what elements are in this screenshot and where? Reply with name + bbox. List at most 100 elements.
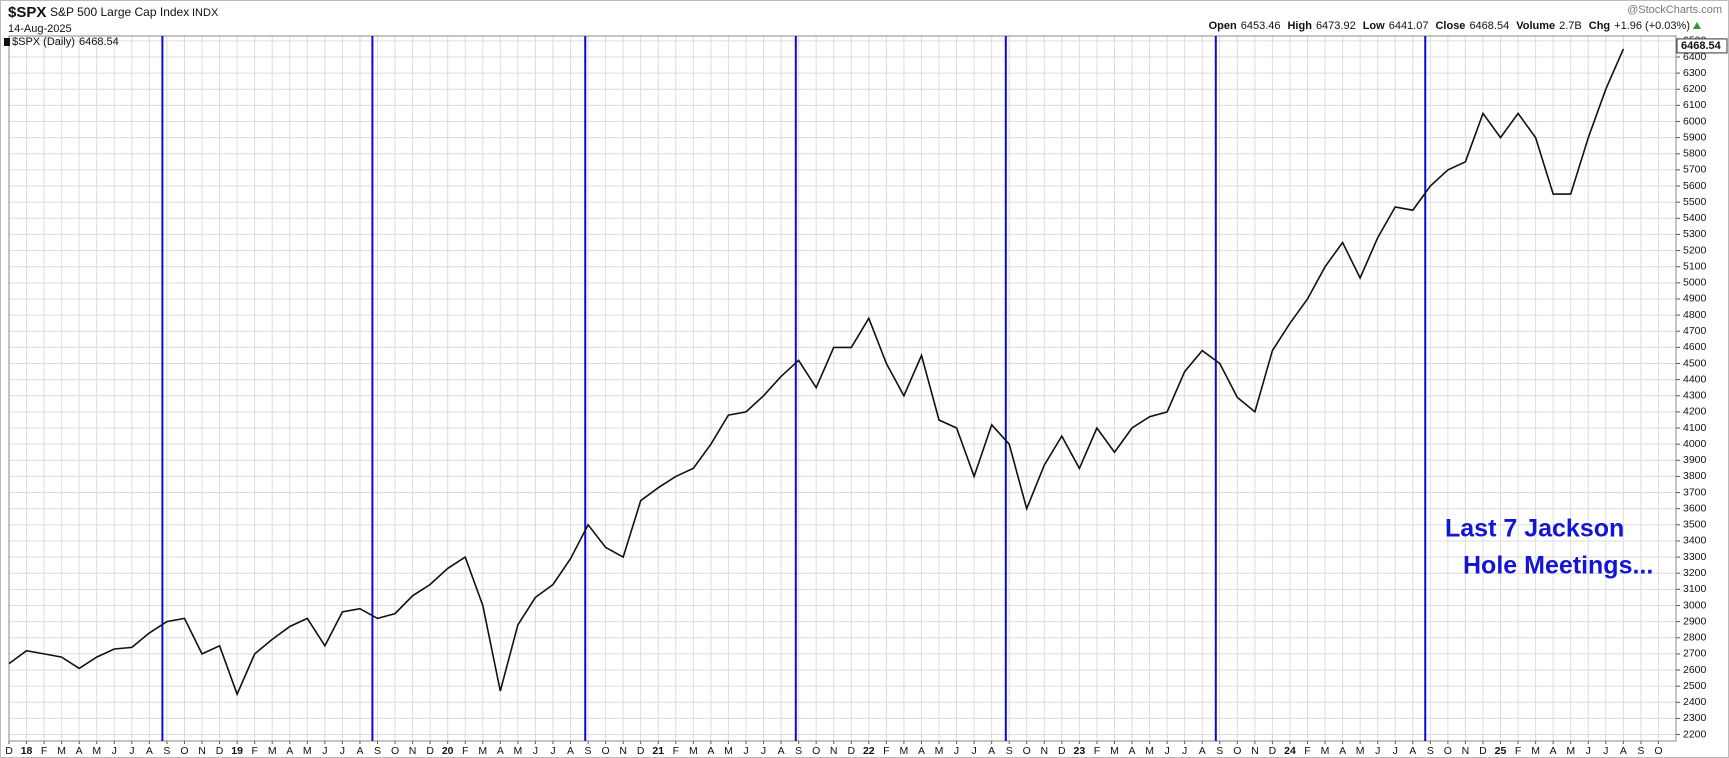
exchange: INDX bbox=[192, 7, 219, 19]
y-tick-label: 5500 bbox=[1683, 196, 1707, 208]
x-tick-label: O bbox=[180, 745, 188, 757]
x-tick-label: A bbox=[1339, 745, 1346, 757]
legend-swatch bbox=[4, 38, 10, 46]
y-tick-label: 4400 bbox=[1683, 373, 1707, 385]
x-tick-label: F bbox=[1304, 745, 1310, 757]
x-tick-label: A bbox=[567, 745, 574, 757]
x-tick-label: M bbox=[92, 745, 101, 757]
quote-value: +1.96 (+0.03%) bbox=[1614, 20, 1690, 32]
quote-label: Open bbox=[1209, 20, 1237, 32]
x-tick-label: F bbox=[883, 745, 889, 757]
y-tick-label: 3600 bbox=[1683, 502, 1707, 514]
quote-value: 6473.92 bbox=[1316, 20, 1356, 32]
x-tick-label: M bbox=[303, 745, 312, 757]
x-tick-label: S bbox=[374, 745, 381, 757]
x-tick-label: M bbox=[478, 745, 487, 757]
x-tick-label: J bbox=[1586, 745, 1591, 757]
x-tick-label: M bbox=[1145, 745, 1154, 757]
y-tick-label: 5300 bbox=[1683, 228, 1707, 240]
x-tick-label: F bbox=[251, 745, 257, 757]
annotation-line: Last 7 Jackson bbox=[1445, 515, 1624, 543]
x-tick-label: 24 bbox=[1284, 745, 1296, 757]
x-tick-label: A bbox=[356, 745, 363, 757]
x-tick-label: J bbox=[1182, 745, 1187, 757]
x-tick-label: 20 bbox=[442, 745, 454, 757]
y-tick-label: 4500 bbox=[1683, 357, 1707, 369]
x-tick-label: N bbox=[1040, 745, 1048, 757]
x-tick-label: M bbox=[1110, 745, 1119, 757]
date: 14-Aug-2025 bbox=[8, 23, 72, 35]
legend: $SPX (Daily) 6468.54 bbox=[12, 36, 119, 48]
x-tick-label: M bbox=[57, 745, 66, 757]
y-tick-label: 6400 bbox=[1683, 51, 1707, 63]
x-tick-label: J bbox=[550, 745, 555, 757]
x-tick-label: O bbox=[391, 745, 399, 757]
quote-value: 2.7B bbox=[1559, 20, 1582, 32]
price-line bbox=[8, 48, 1625, 697]
y-tick-label: 5000 bbox=[1683, 277, 1707, 289]
y-tick-label: 2900 bbox=[1683, 615, 1707, 627]
x-tick-label: J bbox=[322, 745, 327, 757]
x-tick-label: N bbox=[198, 745, 206, 757]
x-tick-label: A bbox=[1409, 745, 1416, 757]
x-tick-label: J bbox=[954, 745, 959, 757]
y-tick-label: 6100 bbox=[1683, 99, 1707, 111]
y-tick-label: 2700 bbox=[1683, 648, 1707, 660]
y-tick-label: 3800 bbox=[1683, 470, 1707, 482]
x-tick-label: D bbox=[847, 745, 855, 757]
y-tick-label: 2300 bbox=[1683, 712, 1707, 724]
x-tick-label: F bbox=[1515, 745, 1521, 757]
x-tick-label: A bbox=[286, 745, 293, 757]
x-tick-label: O bbox=[602, 745, 610, 757]
x-tick-label: 19 bbox=[231, 745, 243, 757]
y-tick-label: 3000 bbox=[1683, 599, 1707, 611]
quote-label: Low bbox=[1363, 20, 1385, 32]
x-tick-label: M bbox=[900, 745, 909, 757]
y-tick-label: 6200 bbox=[1683, 83, 1707, 95]
y-tick-label: 4300 bbox=[1683, 390, 1707, 402]
x-tick-label: D bbox=[216, 745, 224, 757]
x-tick-label: A bbox=[1550, 745, 1557, 757]
x-tick-label: S bbox=[1216, 745, 1223, 757]
y-tick-label: 3200 bbox=[1683, 567, 1707, 579]
x-tick-label: M bbox=[1566, 745, 1575, 757]
x-tick-label: F bbox=[673, 745, 679, 757]
quote-label: Volume bbox=[1516, 20, 1555, 32]
y-tick-label: 4000 bbox=[1683, 438, 1707, 450]
y-tick-label: 2500 bbox=[1683, 680, 1707, 692]
x-tick-label: 22 bbox=[863, 745, 875, 757]
x-tick-label: D bbox=[5, 745, 13, 757]
plot-border bbox=[8, 35, 1677, 742]
y-tick-label: 4600 bbox=[1683, 341, 1707, 353]
x-tick-label: S bbox=[585, 745, 592, 757]
y-tick-label: 3700 bbox=[1683, 486, 1707, 498]
y-tick-label: 3500 bbox=[1683, 519, 1707, 531]
x-tick-label: J bbox=[340, 745, 345, 757]
up-arrow bbox=[1693, 22, 1701, 29]
y-tick-label: 3300 bbox=[1683, 551, 1707, 563]
x-tick-label: J bbox=[112, 745, 117, 757]
x-tick-label: J bbox=[533, 745, 538, 757]
x-tick-label: M bbox=[724, 745, 733, 757]
x-tick-label: J bbox=[1393, 745, 1398, 757]
x-tick-label: N bbox=[619, 745, 627, 757]
y-tick-label: 4900 bbox=[1683, 293, 1707, 305]
x-tick-label: N bbox=[830, 745, 838, 757]
x-tick-label: D bbox=[1058, 745, 1066, 757]
price-tag bbox=[1676, 38, 1728, 54]
x-tick-label: O bbox=[1023, 745, 1031, 757]
x-tick-label: S bbox=[1637, 745, 1644, 757]
y-tick-label: 4800 bbox=[1683, 309, 1707, 321]
y-tick-label: 3400 bbox=[1683, 535, 1707, 547]
x-tick-label: M bbox=[935, 745, 944, 757]
x-tick-label: D bbox=[426, 745, 434, 757]
x-tick-label: F bbox=[462, 745, 468, 757]
x-tick-label: 18 bbox=[21, 745, 33, 757]
source: @StockCharts.com bbox=[1627, 4, 1722, 16]
x-tick-label: N bbox=[1462, 745, 1470, 757]
x-tick-label: N bbox=[1251, 745, 1259, 757]
symbol: $SPX bbox=[8, 4, 46, 21]
x-tick-label: M bbox=[1531, 745, 1540, 757]
